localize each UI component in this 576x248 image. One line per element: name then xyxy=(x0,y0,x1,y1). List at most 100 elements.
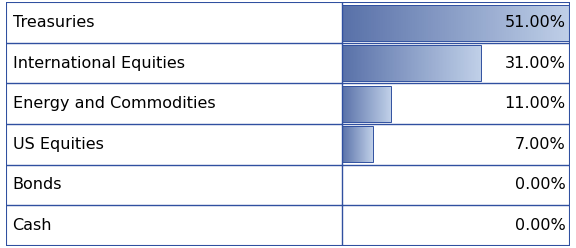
Bar xyxy=(449,45,450,82)
Bar xyxy=(369,4,372,41)
Bar xyxy=(369,45,371,82)
Bar xyxy=(456,45,457,82)
Bar xyxy=(525,4,527,41)
Bar xyxy=(425,45,426,82)
Bar xyxy=(433,45,435,82)
Bar xyxy=(6,164,570,205)
Bar xyxy=(457,45,458,82)
Bar xyxy=(469,45,471,82)
Bar xyxy=(403,4,406,41)
Bar xyxy=(346,4,348,41)
Text: 51.00%: 51.00% xyxy=(505,15,566,30)
Bar xyxy=(513,4,516,41)
Bar xyxy=(479,4,481,41)
Bar xyxy=(342,45,480,82)
Bar xyxy=(475,45,476,82)
Bar xyxy=(568,4,570,41)
Bar xyxy=(506,4,509,41)
Bar xyxy=(6,2,570,43)
Bar xyxy=(446,45,447,82)
Bar xyxy=(467,4,469,41)
Bar xyxy=(397,45,399,82)
Bar xyxy=(406,4,408,41)
Bar xyxy=(442,4,445,41)
Bar xyxy=(456,4,458,41)
Bar xyxy=(426,45,428,82)
Bar xyxy=(394,4,396,41)
Bar xyxy=(502,4,504,41)
Bar xyxy=(371,45,372,82)
Bar xyxy=(472,45,473,82)
Bar xyxy=(563,4,566,41)
Bar xyxy=(440,4,442,41)
Bar xyxy=(393,45,395,82)
Bar xyxy=(433,4,435,41)
Bar xyxy=(417,4,419,41)
Bar xyxy=(408,4,410,41)
Bar xyxy=(488,4,490,41)
Bar xyxy=(518,4,520,41)
Bar xyxy=(365,45,367,82)
Bar xyxy=(445,4,447,41)
Bar xyxy=(365,4,367,41)
Bar xyxy=(342,86,391,122)
Bar xyxy=(412,4,415,41)
Text: 0.00%: 0.00% xyxy=(515,177,566,192)
Bar xyxy=(399,45,400,82)
Bar xyxy=(403,45,404,82)
Bar xyxy=(543,4,545,41)
Bar xyxy=(431,45,432,82)
Bar xyxy=(453,45,454,82)
Bar xyxy=(391,45,392,82)
Bar xyxy=(511,4,513,41)
Bar xyxy=(396,45,397,82)
Bar xyxy=(468,45,469,82)
Bar xyxy=(452,4,454,41)
Text: Treasuries: Treasuries xyxy=(13,15,94,30)
Bar xyxy=(379,45,381,82)
Bar xyxy=(538,4,540,41)
Bar xyxy=(566,4,568,41)
Bar xyxy=(556,4,559,41)
Bar xyxy=(411,45,412,82)
Bar xyxy=(410,4,412,41)
Bar xyxy=(472,4,474,41)
Bar xyxy=(392,4,394,41)
Bar xyxy=(342,4,570,41)
Bar xyxy=(385,4,387,41)
Bar xyxy=(495,4,497,41)
Bar xyxy=(395,45,396,82)
Bar xyxy=(442,45,443,82)
Bar xyxy=(509,4,511,41)
Bar xyxy=(406,45,407,82)
Bar xyxy=(416,45,418,82)
Bar xyxy=(422,4,424,41)
Bar xyxy=(476,4,479,41)
Bar xyxy=(428,45,429,82)
Text: Bonds: Bonds xyxy=(13,177,62,192)
Text: Energy and Commodities: Energy and Commodities xyxy=(13,96,215,111)
Bar xyxy=(6,84,570,124)
Bar xyxy=(499,4,502,41)
Bar xyxy=(344,45,346,82)
Bar xyxy=(465,4,467,41)
Bar xyxy=(359,45,361,82)
Text: Cash: Cash xyxy=(13,218,52,233)
Bar xyxy=(401,4,403,41)
Bar xyxy=(381,4,383,41)
Bar xyxy=(529,4,532,41)
Bar xyxy=(342,4,344,41)
Bar xyxy=(383,45,385,82)
Bar xyxy=(343,45,344,82)
Bar xyxy=(458,4,460,41)
Bar xyxy=(452,45,453,82)
Bar xyxy=(381,45,382,82)
Bar xyxy=(410,45,411,82)
Bar xyxy=(401,45,403,82)
Bar xyxy=(396,4,399,41)
Bar xyxy=(389,4,392,41)
Bar xyxy=(378,4,381,41)
Bar xyxy=(486,4,488,41)
Bar xyxy=(389,45,391,82)
Bar xyxy=(344,4,346,41)
